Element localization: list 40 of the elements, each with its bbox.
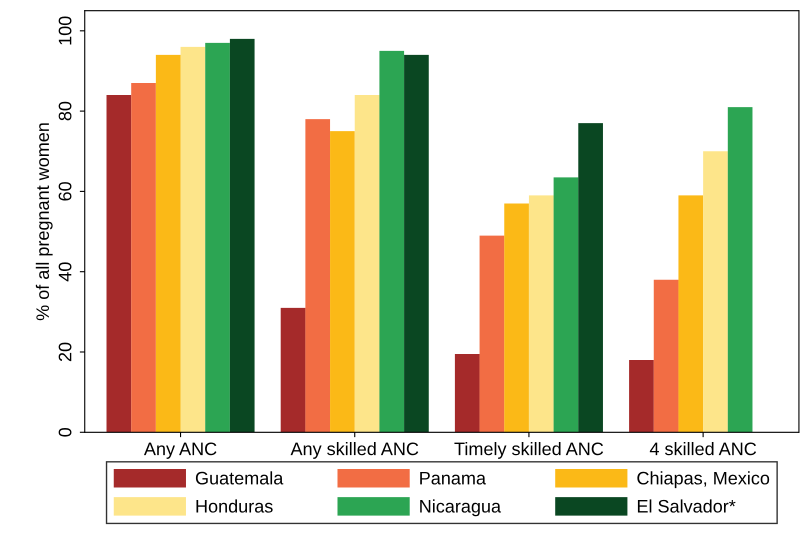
y-tick-label: 40 — [58, 262, 72, 282]
bar — [703, 151, 728, 432]
bar — [354, 95, 380, 432]
bar — [180, 46, 206, 432]
bar — [578, 123, 603, 432]
bar — [106, 95, 132, 432]
bar — [480, 236, 504, 432]
legend-label: Guatemala — [196, 471, 284, 485]
bar — [156, 54, 181, 432]
legend-label: Chiapas, Mexico — [637, 471, 770, 488]
y-tick-label: 20 — [58, 342, 72, 362]
bar — [629, 360, 654, 432]
bar — [454, 354, 480, 432]
x-tick-label: Any ANC — [144, 442, 216, 459]
legend-label: El Salvador* — [638, 499, 736, 513]
bar — [678, 195, 704, 432]
bar — [654, 280, 678, 432]
bar — [379, 50, 404, 432]
y-tick-label: 0 — [58, 428, 72, 437]
x-tick-label: Timely skilled ANC — [454, 442, 604, 459]
bar — [528, 195, 554, 432]
y-tick-label: 60 — [58, 182, 72, 201]
x-tick-label: Any skilled ANC — [290, 442, 418, 459]
bar — [205, 42, 230, 432]
bar — [305, 119, 330, 432]
bar — [404, 54, 429, 432]
y-tick-label: 100 — [58, 16, 72, 44]
legend-label: Nicaragua — [420, 499, 502, 516]
legend-label: Panama — [420, 472, 486, 485]
y-tick-label: 80 — [58, 102, 72, 120]
bar — [280, 308, 306, 432]
bar — [131, 83, 156, 432]
bar — [230, 38, 255, 432]
bar — [554, 177, 578, 432]
y-axis-title: % of all pregnant women — [36, 123, 53, 320]
x-tick-label: 4 skilled ANC — [650, 442, 756, 456]
bar — [728, 107, 752, 432]
bar — [504, 203, 529, 432]
bar — [330, 131, 355, 432]
legend-label: Honduras — [196, 499, 273, 513]
